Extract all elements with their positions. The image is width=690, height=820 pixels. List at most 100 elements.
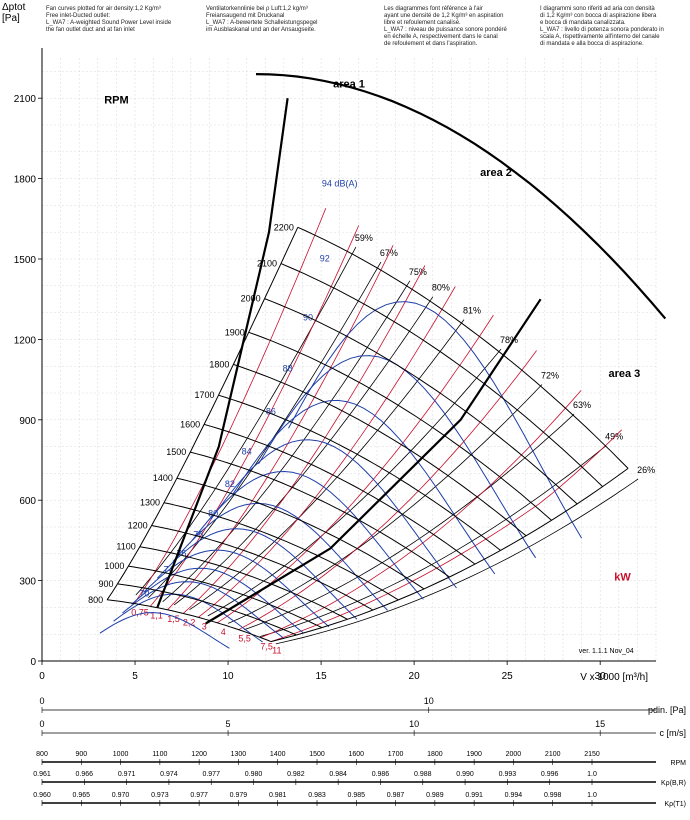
scale-tick-label: 0.980 <box>245 771 263 778</box>
scale-unit-label: Kρ(T1) <box>665 801 686 808</box>
rpm-curve <box>233 363 527 537</box>
scale-tick-label: 0.988 <box>414 771 432 778</box>
scale-tick-label: 0.971 <box>118 771 136 778</box>
y-tick-label: 1800 <box>14 175 37 186</box>
scale-tick-label: 10 <box>424 696 434 706</box>
area-1-label: area 1 <box>333 78 365 90</box>
scale-tick-label: 1.0 <box>587 771 597 778</box>
scale-tick-label: 1900 <box>466 751 482 758</box>
efficiency-label: 75% <box>409 267 427 277</box>
rpm-label: 1600 <box>180 419 200 429</box>
power-label: 3 <box>202 621 207 631</box>
scale-tick-label: 0.960 <box>33 792 51 799</box>
sound-curve <box>191 470 424 600</box>
x-tick-label: 0 <box>39 671 45 682</box>
y-axis-label: Δptot [Pa] <box>2 2 26 24</box>
power-label: 7,5 <box>260 642 273 652</box>
scale-tick-label: 0.965 <box>73 792 91 799</box>
efficiency-label: 63% <box>573 400 591 410</box>
scale-tick-label: 0.991 <box>465 792 483 799</box>
scale-tick-label: 0.994 <box>505 792 523 799</box>
rpm-curve <box>117 583 297 636</box>
area-boundary-2 <box>205 298 542 625</box>
rpm-curve <box>107 599 272 643</box>
scale-tick-label: 0.970 <box>112 792 130 799</box>
scale-tick-label: 0.981 <box>269 792 287 799</box>
scale-tick-label: 800 <box>36 751 48 758</box>
x-tick-label: 30 <box>595 671 607 682</box>
efficiency-label: 26% <box>637 465 655 475</box>
rpm-label: 900 <box>98 579 113 589</box>
efficiency-line <box>148 261 382 599</box>
efficiency-line <box>173 296 434 606</box>
rpm-label: 1200 <box>128 521 148 531</box>
scale-tick-label: 0.966 <box>76 771 94 778</box>
efficiency-label: 72% <box>541 371 559 381</box>
rpm-curve <box>139 546 348 620</box>
rpm-label: 1900 <box>225 327 245 337</box>
efficiency-line <box>259 445 607 637</box>
area-2-label: area 2 <box>480 167 512 179</box>
sound-label: 88 <box>283 364 293 374</box>
bottom-scales: 01050100200pdin. [Pa]05101520c [m/s]8009… <box>33 696 686 808</box>
sound-label: 92 <box>320 254 330 264</box>
sound-curve <box>288 301 583 539</box>
rpm-label: 2100 <box>257 259 277 269</box>
rpm-label: 1300 <box>140 498 160 508</box>
sound-curve <box>122 581 284 638</box>
y-tick-label: 1200 <box>14 335 37 346</box>
scale-tick-label: 15 <box>595 719 605 729</box>
scale-tick-label: 2150 <box>584 751 600 758</box>
rpm-curve <box>203 423 476 565</box>
power-title: kW <box>614 572 631 584</box>
scale-tick-label: 10 <box>409 719 419 729</box>
scale-tick-label: 1000 <box>113 751 129 758</box>
scale-tick-label: 0.996 <box>541 771 559 778</box>
scale-tick-label: 0.985 <box>348 792 366 799</box>
scale-tick-label: 0.990 <box>456 771 474 778</box>
power-line <box>216 314 494 624</box>
scale-tick-label: 1700 <box>388 751 404 758</box>
scale-tick-label: 0.973 <box>151 792 169 799</box>
scale-tick-label: 1600 <box>348 751 364 758</box>
sound-label: 80 <box>208 508 218 518</box>
power-label: 1,1 <box>150 610 163 620</box>
rpm-label: 1100 <box>116 542 135 552</box>
y-tick-label: 600 <box>19 496 36 507</box>
rpm-curve <box>264 298 578 505</box>
efficiency-line <box>189 319 465 611</box>
scale-tick-label: 1500 <box>309 751 325 758</box>
scale-tick-label: 1100 <box>152 751 167 758</box>
efficiency-label: 49% <box>605 432 623 442</box>
y-tick-label: 300 <box>19 577 36 588</box>
scale-tick-label: 1.0 <box>587 792 597 799</box>
efficiency-label: 81% <box>463 306 481 316</box>
sound-label: 82 <box>225 479 235 489</box>
scale-tick-label: 0.979 <box>230 792 248 799</box>
efficiency-line <box>275 478 639 645</box>
scale-tick-label: 0 <box>39 719 44 729</box>
rpm-label: 1700 <box>194 390 214 400</box>
scale-tick-label: 0.998 <box>544 792 562 799</box>
area-3-label: area 3 <box>608 368 640 380</box>
power-line <box>133 208 327 604</box>
scale-tick-label: 1300 <box>231 751 247 758</box>
scale-tick-label: 5 <box>226 719 231 729</box>
power-line <box>270 429 622 642</box>
scale-tick-label: 0.986 <box>372 771 390 778</box>
sound-label: 70 <box>139 589 149 599</box>
y-tick-label: 2100 <box>14 94 37 105</box>
x-tick-label: 10 <box>222 671 234 682</box>
scale-tick-label: 1400 <box>270 751 286 758</box>
envelope-left <box>106 227 299 601</box>
scale-tick-label: 2000 <box>506 751 522 758</box>
area-envelope-arc <box>255 73 667 320</box>
power-label: 5,5 <box>238 634 251 644</box>
rpm-label: 1400 <box>153 473 173 483</box>
sound-label: 94 dB(A) <box>322 179 358 189</box>
envelope-right <box>270 467 629 643</box>
rpm-curve <box>280 263 603 487</box>
scale-tick-label: 0.987 <box>387 792 405 799</box>
sound-label: 76 <box>177 548 187 558</box>
y-tick-label: 900 <box>19 416 36 427</box>
